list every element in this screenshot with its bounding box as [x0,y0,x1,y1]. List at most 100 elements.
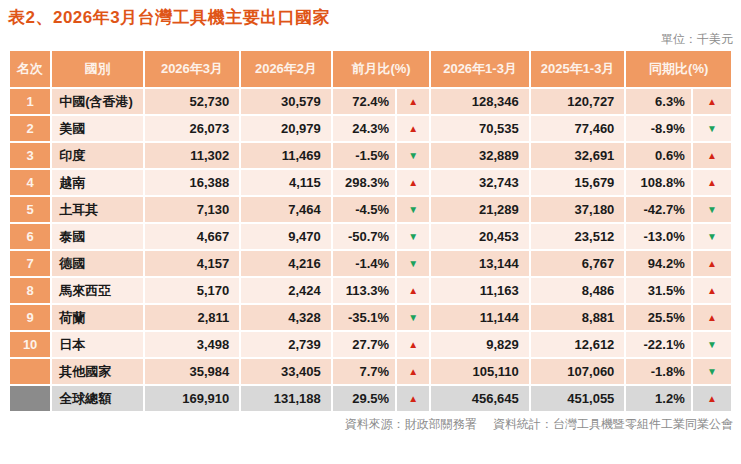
up-triangle-icon: ▲ [397,278,429,303]
value-2026-02-cell: 4,216 [241,251,331,276]
country-cell: 泰國 [52,224,143,249]
up-triangle-icon: ▲ [397,116,429,141]
value-2025-q1-cell: 37,180 [531,197,625,222]
value-2026-q1-cell: 70,535 [431,116,529,141]
mom-pct-cell: 113.3% [333,278,395,303]
total-row: 全球總額169,910131,18829.5%▲456,645451,0551.… [10,386,731,411]
value-2026-03-cell: 11,302 [145,143,240,168]
header-2026-02: 2026年2月 [241,51,331,87]
up-triangle-icon: ▲ [397,386,429,411]
value-2026-q1-cell: 21,289 [431,197,529,222]
header-rank: 名次 [10,51,50,87]
rank-cell: 1 [10,89,50,114]
yoy-pct-cell: -22.1% [626,332,690,357]
value-2026-03-cell: 52,730 [145,89,240,114]
table-row: 10日本3,4982,73927.7%▲9,82912,612-22.1%▼ [10,332,731,357]
country-cell: 馬來西亞 [52,278,143,303]
report-page: 表2、2026年3月台灣工具機主要出口國家 單位：千美元 名次 國別 2026年… [0,0,741,464]
yoy-pct-cell: 25.5% [626,305,690,330]
table-row: 8馬來西亞5,1702,424113.3%▲11,1638,48631.5%▲ [10,278,731,303]
value-2026-02-cell: 30,579 [241,89,331,114]
value-2026-q1-cell: 13,144 [431,251,529,276]
header-2025-q1: 2025年1-3月 [531,51,625,87]
page-title: 表2、2026年3月台灣工具機主要出口國家 [8,7,733,29]
country-cell: 其他國家 [52,359,143,384]
value-2026-q1-cell: 9,829 [431,332,529,357]
value-2026-02-cell: 20,979 [241,116,331,141]
down-triangle-icon: ▼ [397,251,429,276]
mom-pct-cell: -50.7% [333,224,395,249]
value-2026-q1-cell: 456,645 [431,386,529,411]
mom-pct-cell: 298.3% [333,170,395,195]
table-row: 7德國4,1574,216-1.4%▼13,1446,76794.2%▲ [10,251,731,276]
value-2025-q1-cell: 23,512 [531,224,625,249]
up-triangle-icon: ▲ [693,386,731,411]
value-2026-02-cell: 2,739 [241,332,331,357]
value-2025-q1-cell: 120,727 [531,89,625,114]
down-triangle-icon: ▼ [693,332,731,357]
value-2026-03-cell: 3,498 [145,332,240,357]
country-cell: 德國 [52,251,143,276]
rank-cell: 5 [10,197,50,222]
yoy-pct-cell: -42.7% [626,197,690,222]
rank-cell: 9 [10,305,50,330]
down-triangle-icon: ▼ [397,143,429,168]
value-2025-q1-cell: 8,486 [531,278,625,303]
header-mom-pct: 前月比(%) [333,51,430,87]
country-cell: 全球總額 [52,386,143,411]
table-row: 其他國家35,98433,4057.7%▲105,110107,060-1.8%… [10,359,731,384]
value-2026-02-cell: 7,464 [241,197,331,222]
yoy-pct-cell: -13.0% [626,224,690,249]
down-triangle-icon: ▼ [693,359,731,384]
value-2026-02-cell: 9,470 [241,224,331,249]
value-2026-02-cell: 131,188 [241,386,331,411]
up-triangle-icon: ▲ [397,332,429,357]
up-triangle-icon: ▲ [693,278,731,303]
yoy-pct-cell: -8.9% [626,116,690,141]
rank-cell: 4 [10,170,50,195]
down-triangle-icon: ▼ [397,305,429,330]
value-2026-03-cell: 169,910 [145,386,240,411]
table-row: 6泰國4,6679,470-50.7%▼20,45323,512-13.0%▼ [10,224,731,249]
rank-cell [10,386,50,411]
up-triangle-icon: ▲ [693,89,731,114]
down-triangle-icon: ▼ [693,224,731,249]
country-cell: 美國 [52,116,143,141]
country-cell: 荷蘭 [52,305,143,330]
mom-pct-cell: 29.5% [333,386,395,411]
value-2026-03-cell: 35,984 [145,359,240,384]
yoy-pct-cell: -1.8% [626,359,690,384]
value-2026-q1-cell: 128,346 [431,89,529,114]
value-2025-q1-cell: 77,460 [531,116,625,141]
rank-cell: 2 [10,116,50,141]
table-row: 5土耳其7,1307,464-4.5%▼21,28937,180-42.7%▼ [10,197,731,222]
value-2026-q1-cell: 11,144 [431,305,529,330]
up-triangle-icon: ▲ [397,359,429,384]
export-countries-table: 名次 國別 2026年3月 2026年2月 前月比(%) 2026年1-3月 2… [8,49,733,413]
unit-label: 單位：千美元 [8,32,733,47]
value-2025-q1-cell: 8,881 [531,305,625,330]
table-row: 2美國26,07320,97924.3%▲70,53577,460-8.9%▼ [10,116,731,141]
mom-pct-cell: -1.4% [333,251,395,276]
table-row: 3印度11,30211,469-1.5%▼32,88932,6910.6%▲ [10,143,731,168]
up-triangle-icon: ▲ [693,143,731,168]
down-triangle-icon: ▼ [397,224,429,249]
rank-cell: 10 [10,332,50,357]
table-row: 1中國(含香港)52,73030,57972.4%▲128,346120,727… [10,89,731,114]
header-2026-03: 2026年3月 [145,51,240,87]
table-row: 4越南16,3884,115298.3%▲32,74315,679108.8%▲ [10,170,731,195]
mom-pct-cell: 24.3% [333,116,395,141]
down-triangle-icon: ▼ [693,197,731,222]
table-body: 1中國(含香港)52,73030,57972.4%▲128,346120,727… [10,89,731,411]
yoy-pct-cell: 94.2% [626,251,690,276]
up-triangle-icon: ▲ [693,251,731,276]
value-2026-q1-cell: 32,743 [431,170,529,195]
country-cell: 日本 [52,332,143,357]
up-triangle-icon: ▲ [397,89,429,114]
header-row: 名次 國別 2026年3月 2026年2月 前月比(%) 2026年1-3月 2… [10,51,731,87]
data-stats-label: 資料統計：台灣工具機暨零組件工業同業公會 [493,417,733,431]
table-row: 9荷蘭2,8114,328-35.1%▼11,1448,88125.5%▲ [10,305,731,330]
rank-cell: 3 [10,143,50,168]
down-triangle-icon: ▼ [693,116,731,141]
value-2026-03-cell: 7,130 [145,197,240,222]
